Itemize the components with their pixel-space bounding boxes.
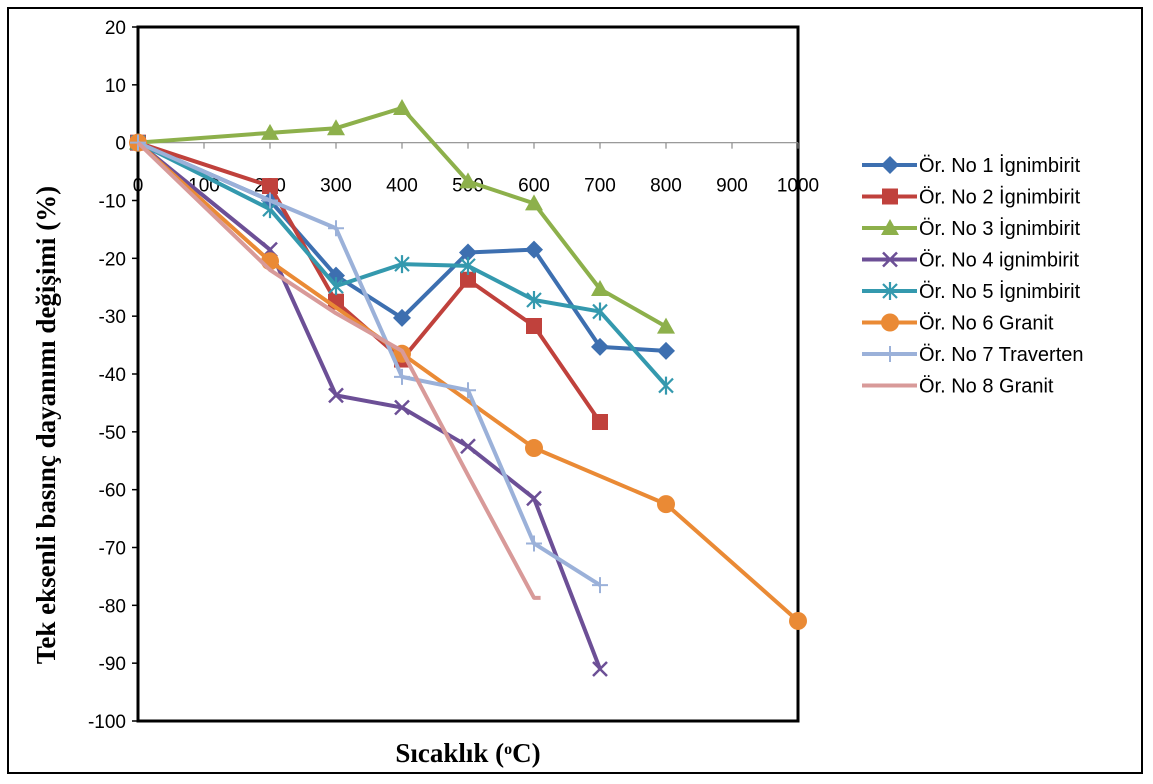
x-axis-title-main: Sıcaklık ( [395,738,504,768]
x-tick-label: 700 [584,176,616,197]
y-tick-label: -40 [99,365,126,386]
y-tick-label: -50 [99,423,126,444]
data-point [789,611,807,630]
y-tick-label: -90 [99,654,126,675]
legend-marker [882,282,898,300]
y-tick-label: -10 [99,192,126,213]
data-point [328,220,344,237]
series-line [136,141,800,623]
data-point [261,123,279,140]
data-point [526,535,542,552]
series-line [137,140,667,353]
legend-item: Ör. No 5 İgnimbirit [862,280,1081,303]
data-point [459,243,477,262]
series-line [136,141,541,600]
series-line [137,140,668,387]
data-point [460,382,476,399]
data-point [658,376,674,395]
plot-area-border [136,25,800,723]
data-point [657,341,675,360]
data-point [394,255,410,274]
legend-label: Ör. No 4 ignimbirit [919,250,1079,272]
data-point [328,277,344,296]
y-tick-label: -60 [99,481,126,502]
data-point [393,98,411,115]
data-point [592,577,608,594]
x-tick-label: 800 [650,176,682,197]
x-axis-title: Sıcaklık (oC) [395,738,540,768]
x-tick-label: 900 [716,176,748,197]
x-tick-label: 400 [386,176,418,197]
y-axis-title: Tek eksenli basınç dayanımı değişimi (%) [31,186,61,664]
data-point [591,279,609,296]
legend-item: Ör. No 1 İgnimbirit [862,154,1081,177]
series-7 [130,134,608,594]
legend-label: Ör. No 2 İgnimbirit [919,186,1081,209]
data-point [394,368,410,385]
series-4 [130,134,608,677]
series-6 [129,133,807,630]
series-3 [129,98,675,334]
data-point [262,192,278,209]
data-point [460,271,476,288]
legend-item: Ör. No 8 Granit [862,376,1054,398]
legend-label: Ör. No 5 İgnimbirit [919,280,1081,303]
legend-marker [881,313,899,332]
y-tick-label: -70 [99,539,126,560]
legend-label: Ör. No 7 Traverten [919,344,1084,366]
x-axis-title-tail: C) [512,738,541,768]
y-tick-label: -30 [99,307,126,328]
legend-item: Ör. No 6 Granit [862,313,1054,335]
legend-label: Ör. No 3 İgnimbirit [919,217,1081,240]
x-tick-label: 1000 [777,176,819,197]
data-point [525,439,543,458]
x-axis-title-sup: o [504,741,512,758]
y-tick-label: 20 [105,18,126,39]
y-tick-label: -20 [99,249,126,270]
x-tick-label: 600 [518,176,550,197]
y-tick-label: 10 [105,76,126,97]
chart-frame [7,7,1143,774]
data-point [327,119,345,136]
data-point [525,194,543,211]
legend-label: Ör. No 1 İgnimbirit [919,154,1081,177]
data-point [328,387,344,404]
legend-item: Ör. No 7 Traverten [862,344,1084,366]
data-point [526,290,542,309]
legend-item: Ör. No 3 İgnimbirit [862,217,1081,240]
legend-label: Ör. No 6 Granit [919,313,1054,335]
legend-marker [882,188,898,205]
legend-label: Ör. No 8 Granit [919,376,1054,398]
data-point [592,414,608,431]
y-tick-label: 0 [115,134,126,155]
x-tick-label: 0 [133,176,144,197]
y-tick-label: -80 [99,596,126,617]
legend-item: Ör. No 4 ignimbirit [862,250,1079,272]
legend-marker [881,156,899,174]
data-point [459,172,477,189]
data-point [526,490,542,507]
data-point [525,240,543,259]
legend-marker [882,346,898,362]
data-point [592,661,608,677]
y-tick-label: -100 [88,712,126,733]
data-point [393,308,411,327]
data-point [460,256,476,275]
data-point [592,302,608,321]
legend-item: Ör. No 2 İgnimbirit [862,186,1081,209]
series-8 [136,141,541,600]
data-point [657,317,675,334]
legend-marker [882,251,898,268]
series-line [137,105,667,329]
data-point [591,337,609,356]
data-point [526,317,542,334]
data-point [394,399,410,416]
data-point [460,438,476,455]
x-tick-label: 300 [320,176,352,197]
data-point [657,495,675,514]
data-point [262,178,278,195]
legend-marker [881,219,899,235]
